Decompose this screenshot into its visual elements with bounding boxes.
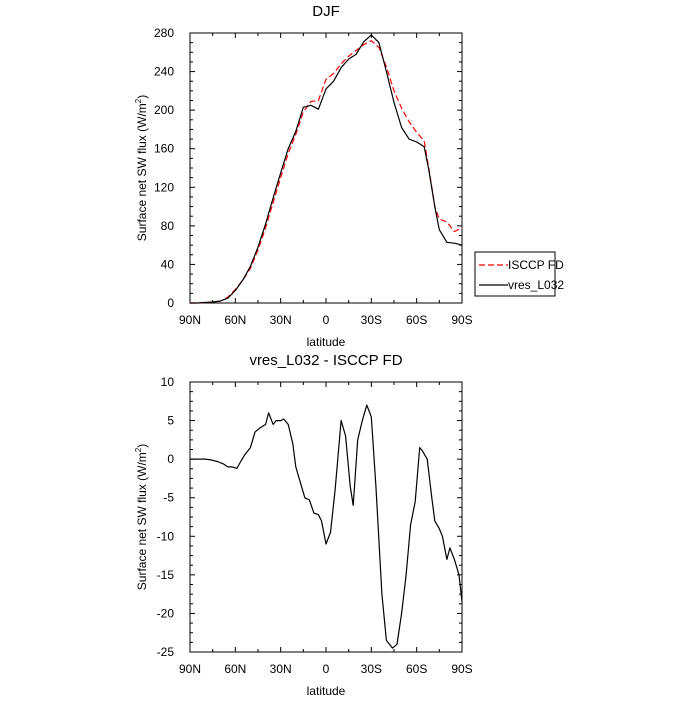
chart-title: vres_L032 - ISCCP FD xyxy=(249,352,402,369)
y-axis-label: Surface net SW flux (W/m2) xyxy=(134,444,149,590)
y-tick-label: 10 xyxy=(161,375,175,389)
y-tick-label: -25 xyxy=(157,645,175,659)
y-tick-label: 120 xyxy=(154,180,174,194)
legend-box xyxy=(474,251,556,297)
x-tick-label: 90N xyxy=(179,662,201,676)
series-line-difference xyxy=(190,404,463,649)
y-tick-label: 5 xyxy=(167,414,174,428)
x-tick-label: 60N xyxy=(224,662,246,676)
x-tick-label: 60N xyxy=(224,313,246,327)
plot-frame xyxy=(189,381,463,653)
y-tick-label: 280 xyxy=(154,26,174,40)
x-tick-label: 90S xyxy=(451,662,472,676)
y-tick-label: -5 xyxy=(163,491,174,505)
x-tick-label: 60S xyxy=(406,662,427,676)
x-tick-label: 0 xyxy=(323,662,330,676)
y-tick-label: 0 xyxy=(167,296,174,310)
legend-label: vres_L032 xyxy=(508,278,564,292)
x-tick-label: 30S xyxy=(361,313,382,327)
x-tick-label: 90N xyxy=(179,313,201,327)
legend: ISCCP FD vres_L032 xyxy=(474,251,564,297)
y-axis-label: Surface net SW flux (W/m2) xyxy=(134,95,149,241)
x-axis-label: latitude xyxy=(307,684,346,698)
y-tick-label: -10 xyxy=(157,529,175,543)
series-line-isccp-fd xyxy=(190,40,463,304)
series-line-vres-l032 xyxy=(190,34,463,304)
y-tick-label: -20 xyxy=(157,606,175,620)
y-tick-label: 240 xyxy=(154,65,174,79)
chart-panel-2: vres_L032 - ISCCP FD 90N 60N 30N 0 30S 60S 90S 1… xyxy=(134,352,473,698)
y-tick-label: 200 xyxy=(154,103,174,117)
y-tick-label: 0 xyxy=(167,452,174,466)
x-tick-label: 60S xyxy=(406,313,427,327)
x-tick-label: 90S xyxy=(451,313,472,327)
y-tick-label: 80 xyxy=(161,219,175,233)
x-tick-label: 30S xyxy=(361,662,382,676)
plot-frame xyxy=(189,32,463,304)
x-axis-label: latitude xyxy=(307,335,346,349)
y-tick-label: 160 xyxy=(154,142,174,156)
x-tick-label: 30N xyxy=(270,662,292,676)
chart-title: DJF xyxy=(312,3,340,20)
y-tick-label: 40 xyxy=(161,257,175,271)
x-tick-label: 0 xyxy=(323,313,330,327)
x-tick-label: 30N xyxy=(270,313,292,327)
chart-panel-1: DJF 90N 60N 30N 0 30S 60S 90S 0 40 80 120 160 200 240 2… xyxy=(134,3,564,349)
legend-label: ISCCP FD xyxy=(508,258,564,272)
y-tick-label: -15 xyxy=(157,568,175,582)
